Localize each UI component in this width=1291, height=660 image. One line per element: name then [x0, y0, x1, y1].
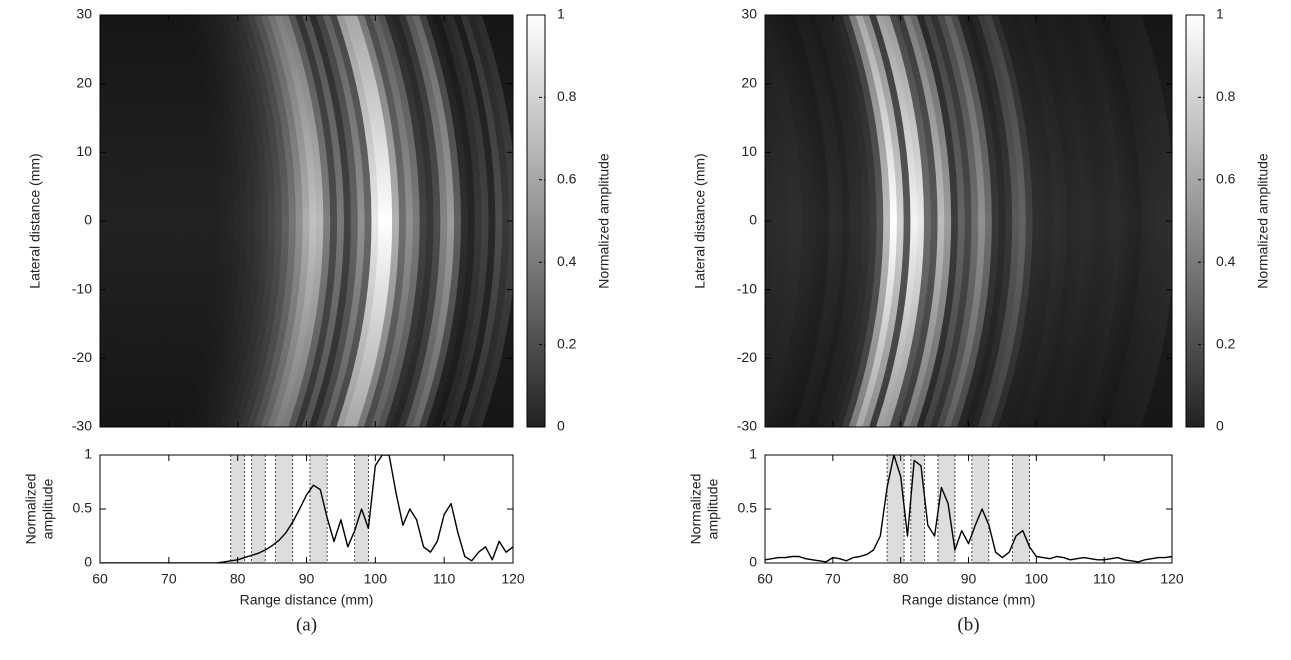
x-tick-label: 80 — [230, 571, 246, 587]
y-tick-label: 1 — [84, 446, 92, 462]
y-tick-label: 0 — [749, 212, 757, 228]
y-tick-label: 0 — [84, 212, 92, 228]
x-tick-label: 110 — [1093, 571, 1116, 587]
colorbar-tick-label: 1 — [1216, 6, 1224, 22]
profile-line — [100, 455, 513, 563]
y-tick-label: -20 — [72, 349, 92, 365]
y-tick-label: 30 — [741, 6, 757, 22]
x-tick-label: 70 — [825, 571, 841, 587]
x-tick-label: 70 — [161, 571, 177, 587]
colorbar-tick-label: 0.6 — [1216, 171, 1236, 187]
y-tick-label: 0 — [84, 554, 92, 570]
y-tick-label: 0 — [749, 554, 757, 570]
colorbar-tick-label: 0 — [1216, 418, 1224, 434]
x-tick-label: 60 — [757, 571, 773, 587]
colorbar-tick-label: 0.4 — [1216, 253, 1236, 269]
colorbar-label: Normalized amplitude — [596, 153, 612, 289]
x-tick-label: 110 — [433, 571, 456, 587]
colorbar-tick-label: 0.8 — [1216, 88, 1236, 104]
y-axis-label: Normalized — [688, 474, 704, 545]
y-tick-label: -20 — [737, 349, 757, 365]
y-tick-label: -10 — [72, 280, 92, 296]
band — [275, 455, 293, 563]
y-axis-label: Lateral distance (mm) — [692, 153, 708, 288]
colorbar-tick-label: 0.8 — [557, 88, 577, 104]
y-tick-label: 1 — [749, 446, 757, 462]
y-tick-label: -30 — [72, 418, 92, 434]
x-tick-label: 100 — [1025, 571, 1049, 587]
band — [910, 455, 925, 563]
x-axis-label: Range distance (mm) — [902, 592, 1036, 608]
x-tick-label: 90 — [299, 571, 315, 587]
band — [937, 455, 955, 563]
plot-frame — [764, 454, 1173, 564]
x-tick-label: 100 — [364, 571, 388, 587]
y-tick-label: 20 — [741, 74, 757, 90]
colorbar-tick-label: 0.2 — [557, 335, 577, 351]
y-axis-label: amplitude — [705, 478, 721, 539]
y-tick-label: 10 — [741, 143, 757, 159]
band — [971, 455, 989, 563]
y-tick-label: 10 — [76, 143, 92, 159]
profile-line — [765, 455, 1172, 563]
x-tick-label: 120 — [1160, 571, 1184, 587]
x-tick-label: 90 — [961, 571, 977, 587]
y-axis-label: amplitude — [40, 478, 56, 539]
heatmap-shading — [100, 15, 513, 427]
y-tick-label: 30 — [76, 6, 92, 22]
y-tick-label: -30 — [737, 418, 757, 434]
y-tick-label: 0.5 — [73, 500, 93, 516]
x-tick-label: 120 — [501, 571, 525, 587]
colorbar-tick-label: 0 — [557, 418, 565, 434]
panel-caption: (a) — [296, 614, 317, 635]
panel-caption: (b) — [957, 614, 979, 635]
y-tick-label: -10 — [737, 280, 757, 296]
x-tick-label: 60 — [92, 571, 108, 587]
colorbar-tick-label: 1 — [557, 6, 565, 22]
y-tick-label: 0.5 — [738, 500, 758, 516]
band — [309, 455, 328, 563]
heatmap — [100, 15, 513, 427]
band — [230, 455, 245, 563]
y-axis-label: Lateral distance (mm) — [27, 153, 43, 288]
colorbar-tick-label: 0.4 — [557, 253, 577, 269]
heatmap-shading — [765, 15, 1172, 427]
heatmap — [765, 15, 1172, 427]
colorbar — [526, 14, 546, 428]
band — [251, 455, 266, 563]
plot-frame — [99, 454, 514, 564]
y-axis-label: Normalized — [23, 474, 39, 545]
colorbar-tick-label: 0.2 — [1216, 335, 1236, 351]
x-tick-label: 80 — [893, 571, 909, 587]
x-axis-label: Range distance (mm) — [240, 592, 374, 608]
colorbar-tick-label: 0.6 — [557, 171, 577, 187]
y-tick-label: 20 — [76, 74, 92, 90]
colorbar — [1185, 14, 1205, 428]
colorbar-label: Normalized amplitude — [1255, 153, 1271, 289]
band — [887, 455, 905, 563]
band — [1012, 455, 1030, 563]
